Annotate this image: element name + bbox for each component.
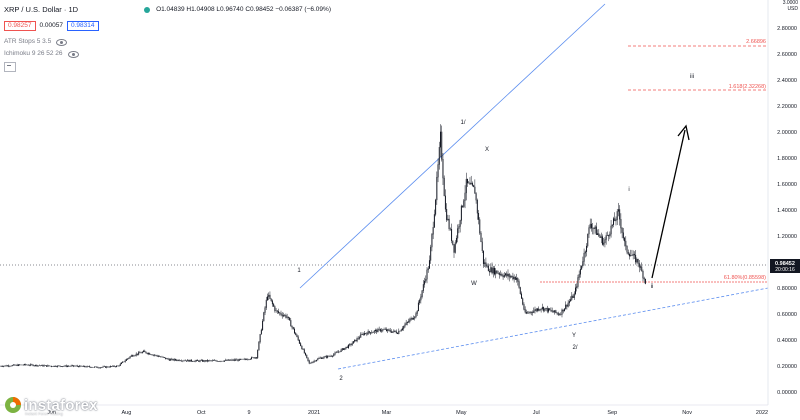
- time-tick-label: Jul: [533, 410, 540, 416]
- spread-value: 0.00057: [39, 21, 64, 29]
- current-price-value: 0.98452: [775, 261, 795, 267]
- indicator-label: ATR Stops 5 3.5: [4, 37, 52, 45]
- wave-label-1: 1: [297, 268, 301, 274]
- eye-icon[interactable]: [56, 38, 68, 46]
- buy-button[interactable]: 0.98314: [67, 20, 99, 32]
- time-tick-label: 2021: [308, 410, 320, 416]
- bar-countdown: 20:00:16: [775, 267, 795, 273]
- eye-icon[interactable]: [67, 50, 79, 58]
- price-axis-unit: 3.0000 USD: [783, 0, 799, 12]
- sell-button[interactable]: 0.98257: [4, 20, 36, 32]
- price-tick-label: 1.20000: [777, 234, 797, 240]
- price-axis[interactable]: 3.0000 USD 2.800002.600002.400002.200002.…: [767, 0, 800, 405]
- fib-label-0.85598: 61.80%(0.85598): [724, 275, 766, 281]
- wave-label-2-slash: 2/: [572, 345, 577, 351]
- chart-legend: XRP / U.S. Dollar · 1D O1.04839 H1.04908…: [4, 4, 331, 74]
- price-tick-label: 0.00000: [777, 390, 797, 396]
- time-tick-label: Oct: [197, 410, 206, 416]
- price-tick-label: 0.20000: [777, 364, 797, 370]
- time-tick-label: May: [456, 410, 467, 416]
- time-axis[interactable]: Jun Aug Oct 9 2021 Mar May Jul Sep Nov 2022: [0, 404, 800, 420]
- symbol-title[interactable]: XRP / U.S. Dollar · 1D: [4, 5, 79, 15]
- wave-label-iii: iii: [690, 74, 694, 80]
- indicator-label: Ichimoku 9 26 52 26: [4, 49, 63, 57]
- brand-logo: instaforex Instant Forex Trading: [4, 396, 98, 416]
- wave-label-x: X: [485, 147, 489, 153]
- time-tick-label: Nov: [682, 410, 692, 416]
- wave-label-1-slash: 1/: [460, 120, 465, 126]
- brand-name: instaforex: [24, 396, 98, 414]
- fib-label-2.66896: 2.66896: [746, 39, 766, 45]
- wave-label-ii: ii: [651, 284, 654, 290]
- instaforex-logo-icon: [5, 397, 21, 413]
- price-tick-label: 2.60000: [777, 52, 797, 58]
- price-tick-label: 1.40000: [777, 208, 797, 214]
- collapse-legend-icon[interactable]: [4, 62, 16, 72]
- price-tick-label: 2.20000: [777, 104, 797, 110]
- time-tick-label: Aug: [121, 410, 131, 416]
- time-axis-ticks: Jun Aug Oct 9 2021 Mar May Jul Sep Nov 2022: [47, 410, 768, 416]
- price-tick-label: 0.80000: [777, 286, 797, 292]
- indicator-atr-stops[interactable]: ATR Stops 5 3.5: [4, 36, 331, 48]
- price-tick-label: 1.60000: [777, 182, 797, 188]
- price-tick-label: 2.00000: [777, 130, 797, 136]
- price-axis-ticks: 2.80000 2.60000 2.40000 2.20000 2.00000 1.800…: [777, 26, 797, 396]
- wave-labels: 1 2 1/ X W Y 2/ i ii iii: [297, 74, 694, 382]
- ohlc-values: O1.04839 H1.04908 L0.96740 C0.98452 −0.0…: [156, 5, 331, 13]
- time-tick-label: Sep: [607, 410, 617, 416]
- chart-plot-area: 2.66896 1.618(2.32268) 61.80%(0.85598) 1…: [0, 3, 769, 382]
- time-tick-label: 9: [248, 410, 251, 416]
- channel-upper-line: [299, 3, 606, 289]
- current-price-tag: [770, 259, 800, 273]
- channel-lower-line: [337, 287, 769, 370]
- indicator-ichimoku[interactable]: Ichimoku 9 26 52 26: [4, 48, 331, 60]
- wave-label-y: Y: [572, 333, 576, 339]
- wave-label-2: 2: [339, 376, 343, 382]
- brand-tagline: Instant Forex Trading: [25, 411, 63, 416]
- fib-label-2.32268: 1.618(2.32268): [729, 84, 766, 90]
- price-series: [0, 124, 646, 369]
- forecast-arrow: [651, 124, 690, 279]
- trade-row: 0.98257 0.00057 0.98314: [4, 20, 331, 32]
- price-tick-label: 2.80000: [777, 26, 797, 32]
- market-status-icon: [144, 7, 151, 13]
- price-tick-label: 1.80000: [777, 156, 797, 162]
- symbol-row: XRP / U.S. Dollar · 1D O1.04839 H1.04908…: [4, 4, 331, 16]
- time-tick-label: 2022: [756, 410, 768, 416]
- time-tick-label: Jun: [47, 410, 56, 416]
- time-tick-label: Mar: [382, 410, 392, 416]
- price-tick-label: 0.40000: [777, 338, 797, 344]
- wave-label-w: W: [471, 281, 477, 287]
- price-tick-label: 2.40000: [777, 78, 797, 84]
- price-tick-label: 0.60000: [777, 312, 797, 318]
- wave-label-i: i: [628, 187, 629, 193]
